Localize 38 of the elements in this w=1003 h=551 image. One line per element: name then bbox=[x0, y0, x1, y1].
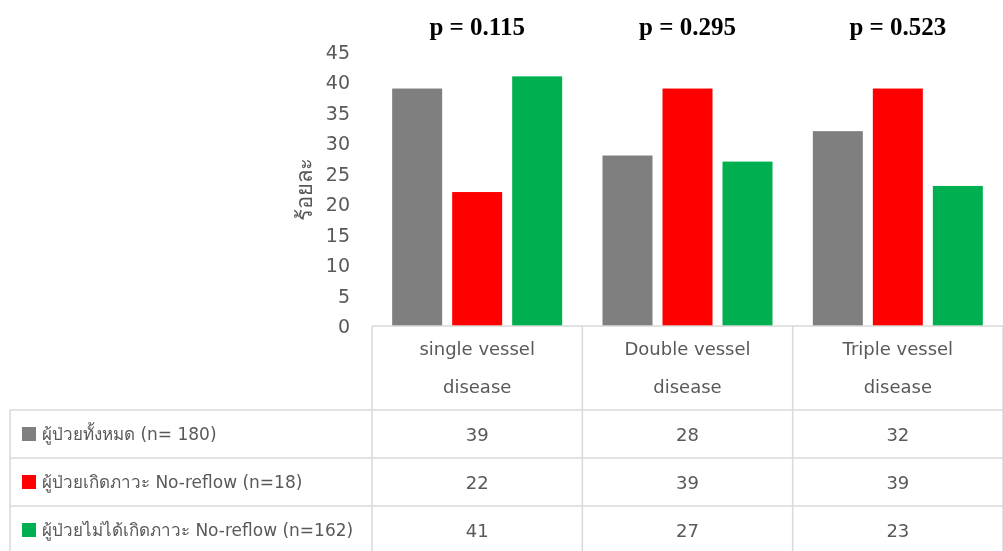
legend-label: ผู้ป่วยไม่ได้เกิดภาวะ No-reflow (n=162) bbox=[42, 520, 354, 541]
legend-label: ผู้ป่วยทั้งหมด (n= 180) bbox=[42, 422, 217, 445]
data-label: 39 bbox=[886, 472, 910, 493]
y-tick-label: 30 bbox=[325, 132, 350, 155]
data-label: 23 bbox=[886, 520, 910, 541]
legend-label: ผู้ป่วยเกิดภาวะ No-reflow (n=18) bbox=[42, 472, 303, 493]
bar bbox=[662, 88, 713, 326]
y-tick-label: 25 bbox=[325, 162, 350, 185]
x-tick-label: single vessel disease bbox=[419, 338, 535, 397]
y-tick-label: 45 bbox=[325, 41, 350, 63]
bar bbox=[872, 88, 923, 326]
y-tick-label: 35 bbox=[325, 101, 350, 124]
x-tick-label: Triple vessel disease bbox=[841, 338, 954, 397]
bar bbox=[812, 131, 863, 326]
text: p = 0.295 bbox=[639, 13, 736, 40]
data-label: 32 bbox=[886, 424, 910, 445]
data-label: 28 bbox=[676, 424, 699, 445]
y-tick-label: 15 bbox=[325, 223, 350, 246]
bar bbox=[932, 185, 983, 326]
bar bbox=[452, 192, 503, 326]
data-label: 41 bbox=[465, 520, 489, 541]
bar bbox=[512, 76, 563, 326]
y-tick-label: 20 bbox=[325, 193, 350, 216]
data-label: 39 bbox=[676, 472, 699, 493]
text: p = 0.115 bbox=[429, 13, 525, 40]
x-tick-label: Double vessel disease bbox=[624, 338, 751, 397]
y-tick-label: 10 bbox=[325, 254, 350, 277]
y-tick-label: 5 bbox=[337, 284, 350, 307]
y-axis-title: ร้อยละ bbox=[292, 157, 317, 221]
y-tick-label: 0 bbox=[337, 315, 350, 337]
bar bbox=[602, 155, 653, 326]
data-label: 39 bbox=[465, 424, 489, 445]
data-label: 27 bbox=[676, 520, 699, 541]
bar bbox=[722, 161, 773, 326]
bar bbox=[392, 88, 443, 326]
text: p = 0.523 bbox=[849, 13, 947, 40]
data-label: 22 bbox=[465, 472, 489, 493]
y-tick-label: 40 bbox=[325, 71, 350, 94]
